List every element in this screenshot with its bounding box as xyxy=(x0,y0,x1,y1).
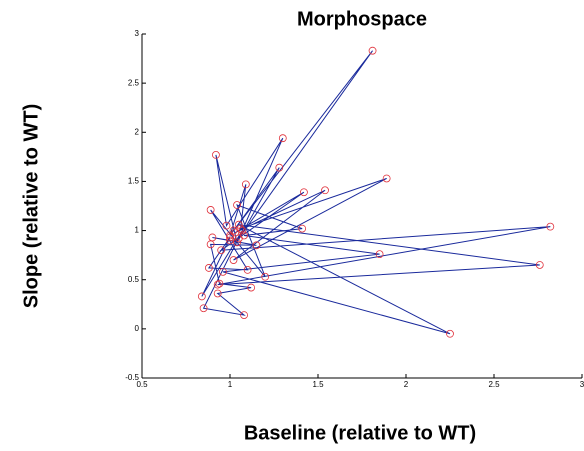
y-tick-label: 3 xyxy=(135,29,140,38)
data-point xyxy=(226,233,234,242)
data-point xyxy=(252,241,261,250)
data-point xyxy=(298,224,307,233)
data-point xyxy=(375,250,384,259)
data-point xyxy=(261,272,270,281)
data-point xyxy=(535,261,544,269)
data-point xyxy=(275,163,284,172)
data-point xyxy=(206,206,215,214)
data-point xyxy=(226,236,234,245)
data-point xyxy=(219,267,227,276)
data-point xyxy=(213,280,222,289)
data-point xyxy=(243,265,252,274)
data-point xyxy=(208,233,217,242)
x-tick-label: 2.5 xyxy=(488,380,500,389)
y-tick-label: 2 xyxy=(135,127,140,136)
y-tick-label: 2.5 xyxy=(128,78,140,87)
data-point xyxy=(222,221,231,230)
data-point xyxy=(217,246,226,255)
data-point xyxy=(236,224,245,233)
chart-title: Morphospace xyxy=(297,8,427,30)
y-tick-label: 1 xyxy=(135,226,140,235)
data-point xyxy=(231,228,240,237)
data-point xyxy=(233,238,241,247)
x-tick-label: 1 xyxy=(228,380,233,389)
y-tick-label: 1.5 xyxy=(128,177,140,186)
data-point xyxy=(197,292,206,301)
x-tick-label: 2 xyxy=(404,380,409,389)
x-axis-label: Baseline (relative to WT) xyxy=(244,422,476,444)
data-point xyxy=(446,329,454,338)
data-line xyxy=(201,50,551,335)
x-tick-label: 0.5 xyxy=(136,380,148,389)
data-point xyxy=(238,226,247,235)
data-point xyxy=(368,46,377,55)
data-point xyxy=(213,289,222,298)
y-axis-label: Slope (relative to WT) xyxy=(20,104,42,308)
data-point xyxy=(382,174,391,183)
data-point xyxy=(278,134,287,143)
data-point xyxy=(321,186,329,195)
data-point xyxy=(199,304,208,313)
data-point xyxy=(229,256,238,264)
x-tick-label: 1.5 xyxy=(312,380,324,389)
data-point xyxy=(240,311,248,319)
data-point xyxy=(234,220,243,229)
y-tick-label: 0.5 xyxy=(128,275,140,284)
data-point xyxy=(546,222,555,231)
data-point xyxy=(300,188,308,197)
data-point xyxy=(240,231,248,240)
data-point xyxy=(215,279,224,288)
data-point xyxy=(212,150,220,159)
data-point xyxy=(247,283,256,292)
y-tick-label: -0.5 xyxy=(125,373,139,382)
y-tick-label: 0 xyxy=(135,324,140,333)
data-point xyxy=(204,264,213,272)
data-point xyxy=(233,201,241,209)
data-point xyxy=(241,180,250,189)
x-tick-label: 3 xyxy=(580,380,584,389)
